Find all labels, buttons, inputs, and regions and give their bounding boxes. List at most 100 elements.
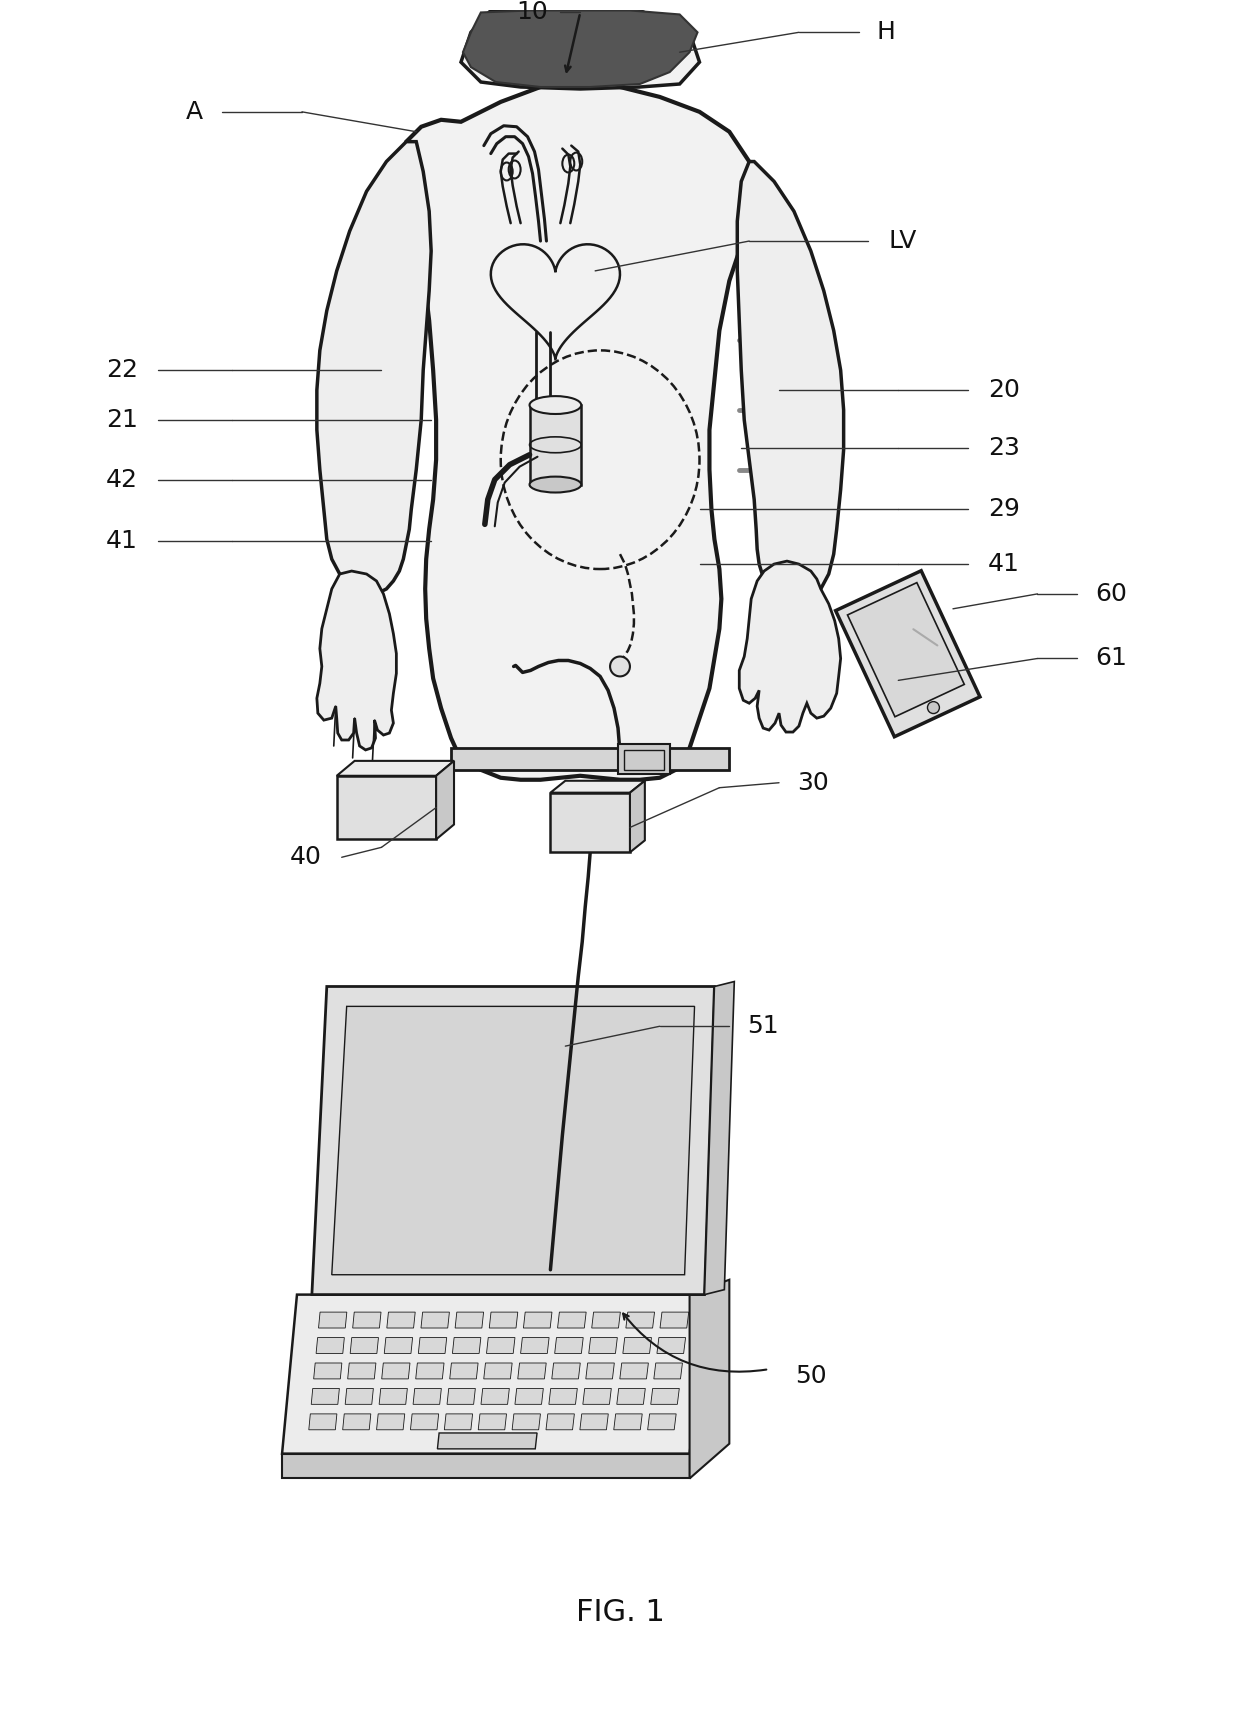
Polygon shape <box>521 1338 549 1353</box>
Polygon shape <box>415 1364 444 1379</box>
Polygon shape <box>626 1312 655 1328</box>
Polygon shape <box>529 405 582 410</box>
Polygon shape <box>515 1388 543 1405</box>
Polygon shape <box>647 1414 676 1429</box>
Polygon shape <box>651 1388 680 1405</box>
Polygon shape <box>448 1388 475 1405</box>
Polygon shape <box>558 1312 587 1328</box>
Polygon shape <box>403 84 759 780</box>
Text: 61: 61 <box>1095 646 1127 670</box>
Polygon shape <box>484 1364 512 1379</box>
Polygon shape <box>653 1364 682 1379</box>
Text: 40: 40 <box>290 846 322 870</box>
Polygon shape <box>438 1433 537 1448</box>
Polygon shape <box>481 1388 510 1405</box>
Text: 42: 42 <box>105 468 138 491</box>
Polygon shape <box>486 1338 515 1353</box>
Polygon shape <box>352 1312 381 1328</box>
Text: 41: 41 <box>988 553 1019 577</box>
Polygon shape <box>523 1312 552 1328</box>
Polygon shape <box>620 1364 649 1379</box>
Text: 21: 21 <box>107 408 138 432</box>
Polygon shape <box>317 141 432 594</box>
Polygon shape <box>345 1388 373 1405</box>
Text: 23: 23 <box>988 436 1019 460</box>
Bar <box>529 405 582 484</box>
Polygon shape <box>526 33 556 84</box>
Polygon shape <box>660 1312 688 1328</box>
Bar <box>618 744 670 773</box>
Polygon shape <box>455 1312 484 1328</box>
Text: LV: LV <box>888 229 916 253</box>
Text: 29: 29 <box>988 498 1019 522</box>
Text: 41: 41 <box>107 529 138 553</box>
Polygon shape <box>630 780 645 852</box>
Polygon shape <box>314 1364 342 1379</box>
Text: FIG. 1: FIG. 1 <box>575 1598 665 1627</box>
Polygon shape <box>450 1364 479 1379</box>
Polygon shape <box>512 1414 541 1429</box>
Bar <box>624 751 663 770</box>
Polygon shape <box>281 1453 689 1479</box>
Polygon shape <box>377 1414 404 1429</box>
Polygon shape <box>332 1006 694 1274</box>
Polygon shape <box>847 582 965 716</box>
Polygon shape <box>549 1388 578 1405</box>
Text: 20: 20 <box>988 379 1019 403</box>
Polygon shape <box>420 1312 449 1328</box>
Polygon shape <box>461 10 699 90</box>
Polygon shape <box>616 1388 645 1405</box>
Polygon shape <box>704 982 734 1295</box>
Polygon shape <box>479 1414 506 1429</box>
Polygon shape <box>546 1414 574 1429</box>
Polygon shape <box>739 561 841 732</box>
Polygon shape <box>317 572 397 751</box>
Polygon shape <box>379 1388 408 1405</box>
Text: A: A <box>186 100 202 124</box>
Polygon shape <box>281 1295 709 1453</box>
Polygon shape <box>583 1388 611 1405</box>
Polygon shape <box>585 1364 614 1379</box>
Ellipse shape <box>529 396 582 413</box>
Polygon shape <box>319 1312 347 1328</box>
Circle shape <box>610 656 630 677</box>
Text: 22: 22 <box>105 358 138 382</box>
Polygon shape <box>444 1414 472 1429</box>
Polygon shape <box>337 761 454 777</box>
Circle shape <box>928 701 940 713</box>
Ellipse shape <box>529 477 582 492</box>
Text: 30: 30 <box>797 771 828 796</box>
Polygon shape <box>387 1312 415 1328</box>
Polygon shape <box>309 1414 337 1429</box>
Polygon shape <box>738 162 843 604</box>
Polygon shape <box>580 1414 609 1429</box>
Polygon shape <box>836 570 980 737</box>
Polygon shape <box>312 987 714 1295</box>
Polygon shape <box>490 1312 518 1328</box>
Text: 10: 10 <box>517 0 548 24</box>
Text: 60: 60 <box>1095 582 1127 606</box>
Polygon shape <box>436 761 454 839</box>
Polygon shape <box>463 10 698 88</box>
Polygon shape <box>518 1364 546 1379</box>
Polygon shape <box>410 1414 439 1429</box>
Polygon shape <box>311 1388 340 1405</box>
Polygon shape <box>551 780 645 792</box>
Bar <box>451 747 729 770</box>
Text: 51: 51 <box>748 1014 779 1038</box>
Polygon shape <box>591 1312 620 1328</box>
Polygon shape <box>350 1338 378 1353</box>
Polygon shape <box>347 1364 376 1379</box>
Polygon shape <box>413 1388 441 1405</box>
Polygon shape <box>589 1338 618 1353</box>
Polygon shape <box>622 1338 651 1353</box>
Text: 50: 50 <box>795 1364 827 1388</box>
Polygon shape <box>657 1338 686 1353</box>
Polygon shape <box>337 777 436 839</box>
Text: H: H <box>877 21 895 45</box>
Polygon shape <box>342 1414 371 1429</box>
Polygon shape <box>316 1338 345 1353</box>
Polygon shape <box>418 1338 446 1353</box>
Polygon shape <box>689 1279 729 1479</box>
Polygon shape <box>554 1338 583 1353</box>
